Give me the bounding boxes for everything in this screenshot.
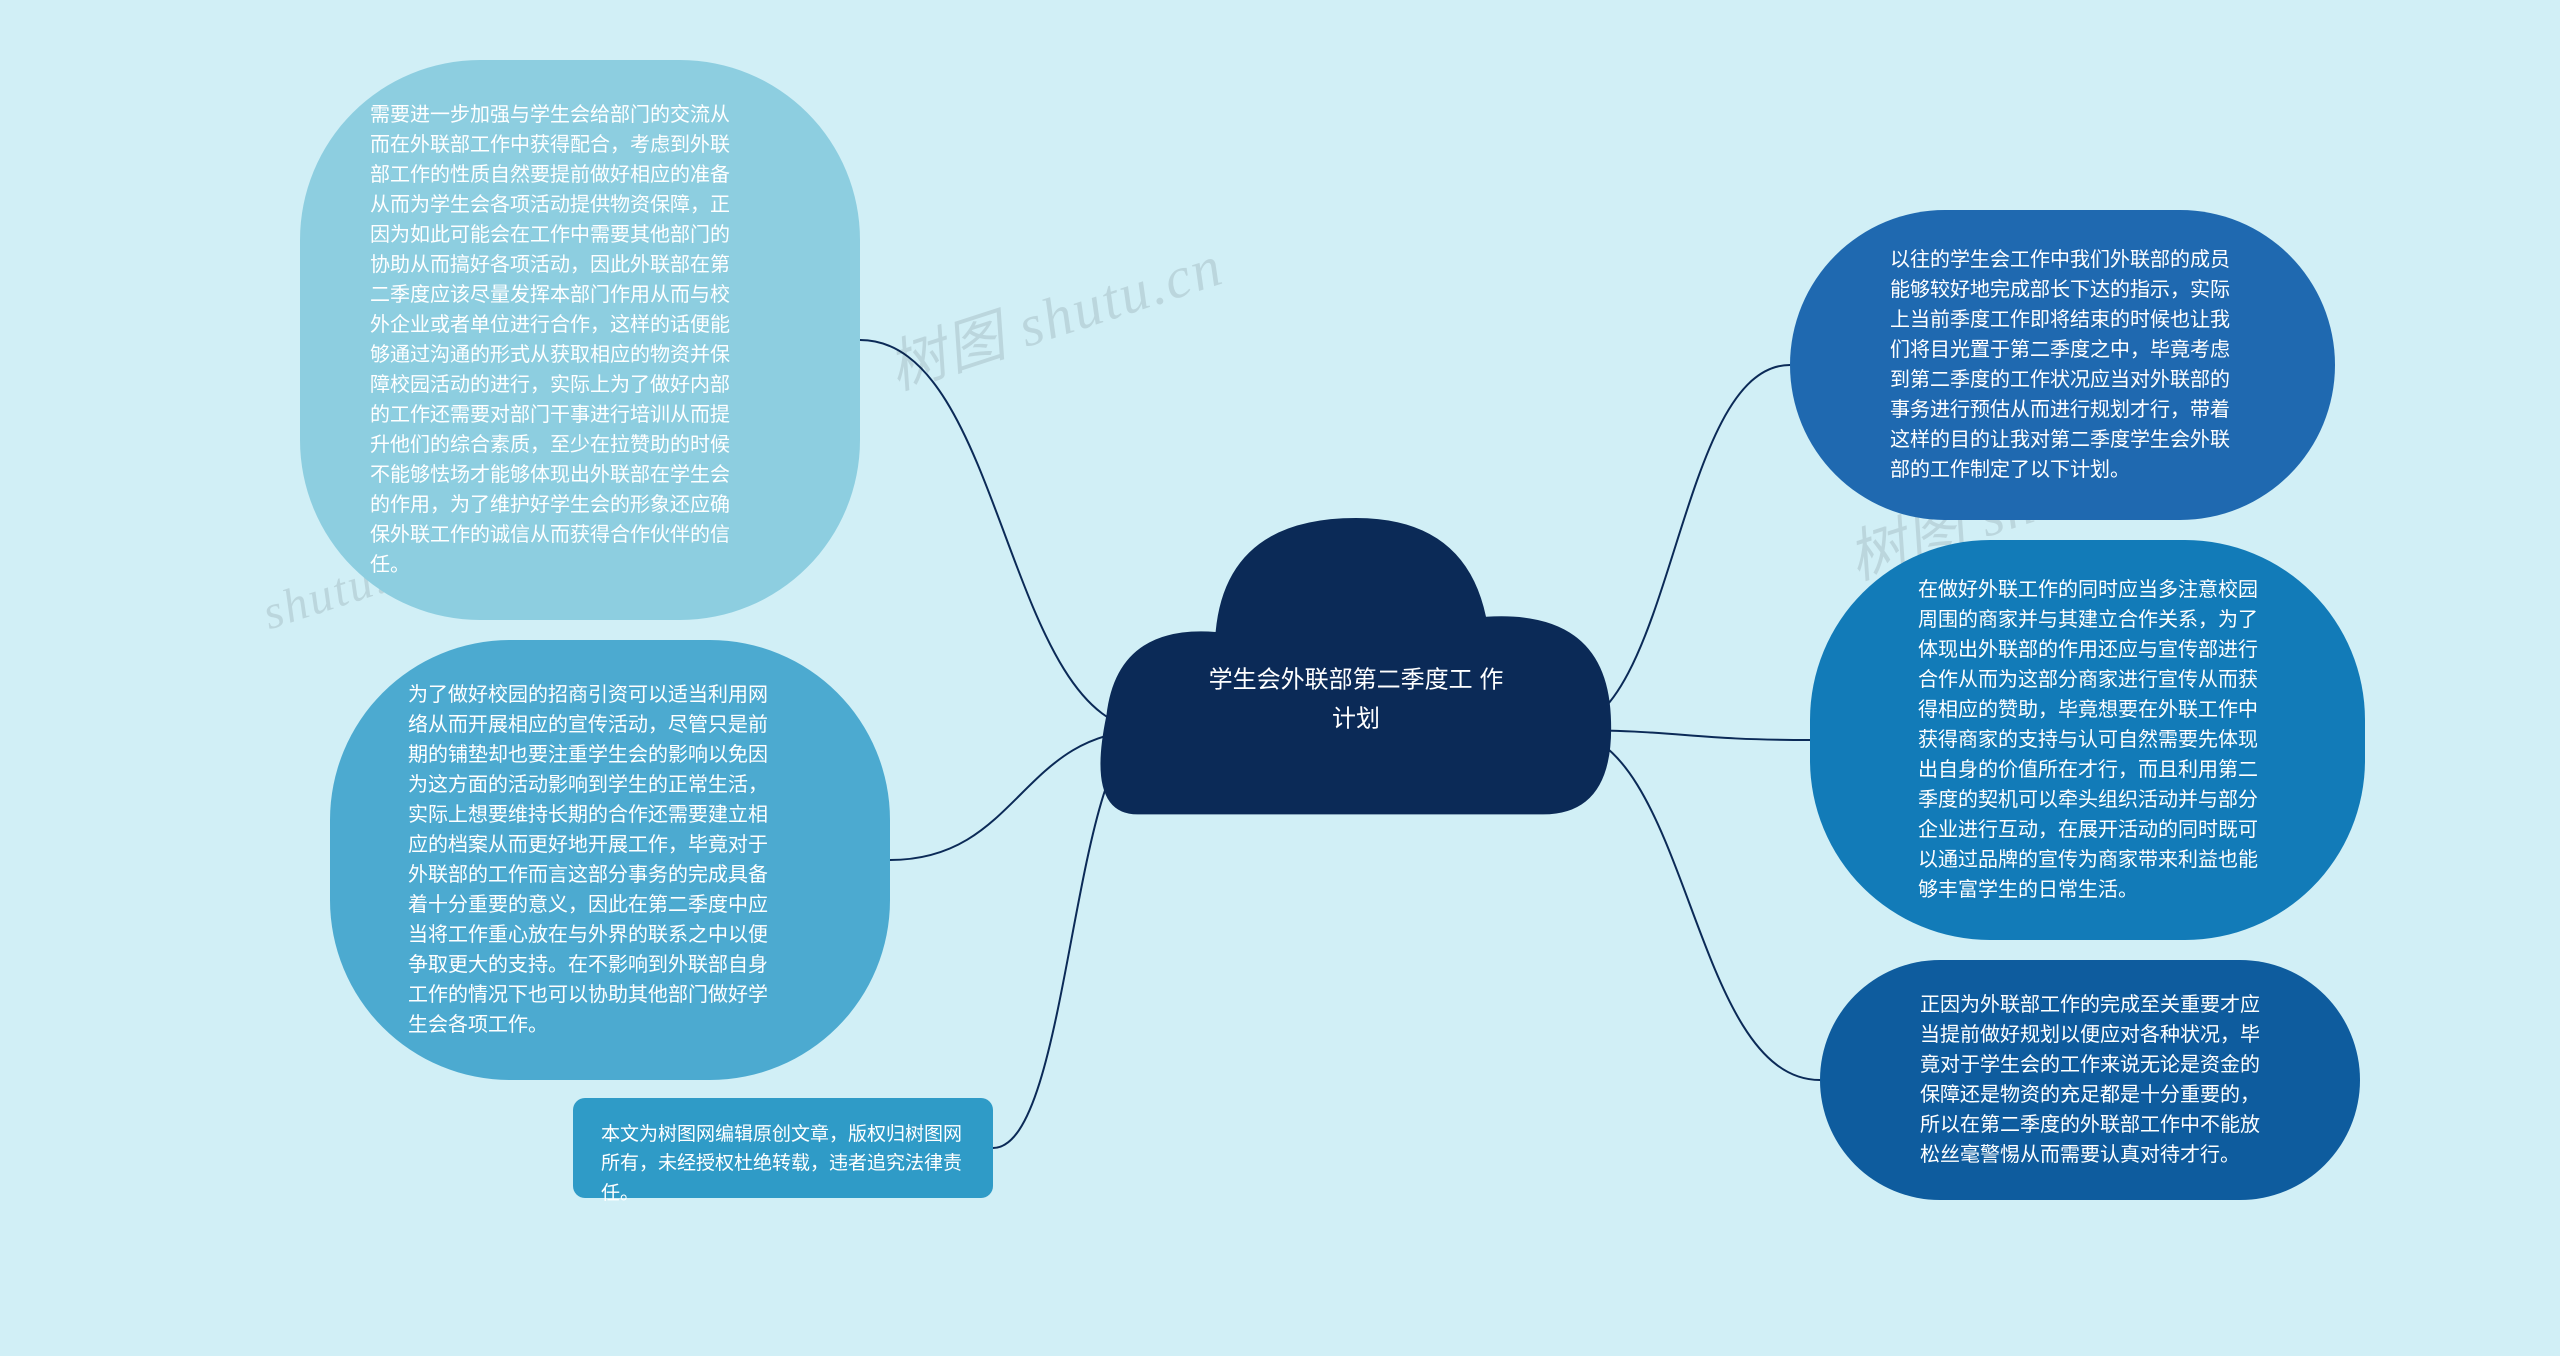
branch-right-2-text: 在做好外联工作的同时应当多注意校园周围的商家并与其建立合作关系，为了体现出外联部… — [1918, 575, 2275, 905]
branch-right-1-text: 以往的学生会工作中我们外联部的成员能够较好地完成部长下达的指示，实际上当前季度工… — [1890, 245, 2240, 485]
branch-left-3[interactable]: 本文为树图网编辑原创文章，版权归树图网所有，未经授权杜绝转载，违者追究法律责任。 — [573, 1098, 993, 1198]
branch-left-3-text: 本文为树图网编辑原创文章，版权归树图网所有，未经授权杜绝转载，违者追究法律责任。 — [601, 1120, 965, 1208]
branch-right-3[interactable]: 正因为外联部工作的完成至关重要才应当提前做好规划以便应对各种状况，毕竟对于学生会… — [1820, 960, 2360, 1200]
branch-left-1[interactable]: 需要进一步加强与学生会给部门的交流从而在外联部工作中获得配合，考虑到外联部工作的… — [300, 60, 860, 620]
branch-left-2-text: 为了做好校园的招商引资可以适当利用网络从而开展相应的宣传活动，尽管只是前期的铺垫… — [408, 680, 770, 1040]
branch-right-2[interactable]: 在做好外联工作的同时应当多注意校园周围的商家并与其建立合作关系，为了体现出外联部… — [1810, 540, 2365, 940]
center-topic-label: 学生会外联部第二季度工 作计划 — [1206, 662, 1506, 739]
center-topic[interactable]: 学生会外联部第二季度工 作计划 — [1096, 480, 1616, 860]
watermark: 树图 shutu.cn — [876, 218, 1232, 405]
branch-right-1[interactable]: 以往的学生会工作中我们外联部的成员能够较好地完成部长下达的指示，实际上当前季度工… — [1790, 210, 2335, 520]
branch-right-3-text: 正因为外联部工作的完成至关重要才应当提前做好规划以便应对各种状况，毕竟对于学生会… — [1920, 990, 2275, 1170]
branch-left-1-text: 需要进一步加强与学生会给部门的交流从而在外联部工作中获得配合，考虑到外联部工作的… — [370, 100, 730, 580]
mindmap-stage: 树图 shutu.cn 树图 shutu.cn shutu.cn 需要进一步加强… — [0, 0, 2560, 1356]
branch-left-2[interactable]: 为了做好校园的招商引资可以适当利用网络从而开展相应的宣传活动，尽管只是前期的铺垫… — [330, 640, 890, 1080]
